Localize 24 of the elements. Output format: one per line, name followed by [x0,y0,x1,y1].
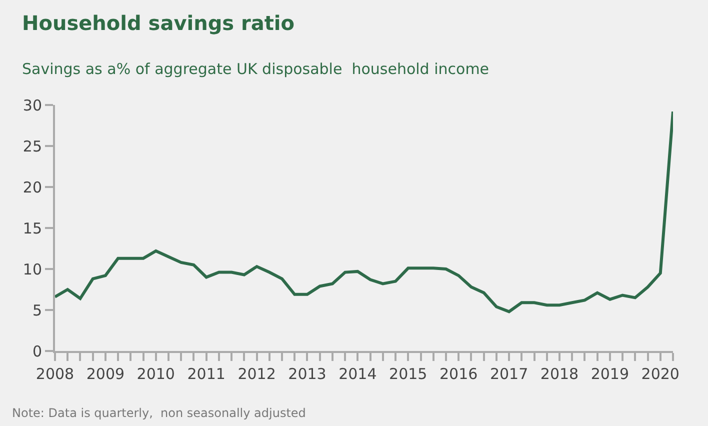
x-tick-label: 2020 [641,365,680,383]
x-tick-label: 2012 [238,365,276,383]
x-tick-label: 2010 [136,365,175,383]
chart-title: Household savings ratio [22,11,295,35]
line-series [55,110,673,314]
x-tick-label: 2014 [338,365,377,383]
x-tick-label: 2013 [288,365,326,383]
x-tick-label: 2017 [490,365,528,383]
y-tick-label: 5 [32,301,42,320]
x-tick-label: 2008 [36,365,74,383]
y-tick-label: 20 [22,178,42,196]
y-tick-label: 15 [22,219,42,238]
x-tick-label: 2016 [439,365,478,383]
x-tick-label: 2019 [590,365,630,383]
y-tick-label: 30 [22,96,42,114]
y-tick-label: 25 [22,137,42,156]
y-tick-label: 10 [22,260,42,278]
x-tick-label: 2015 [389,365,428,383]
chart-subtitle: Savings as a% of aggregate UK disposable household income [22,60,490,78]
y-tick-label: 0 [32,342,42,360]
x-tick-label: 2009 [86,365,125,383]
x-tick-label: 2011 [187,365,226,383]
x-tick-label: 2018 [540,365,579,383]
text: Note: Data is quarterly, non seasonally adjusted [12,406,306,420]
